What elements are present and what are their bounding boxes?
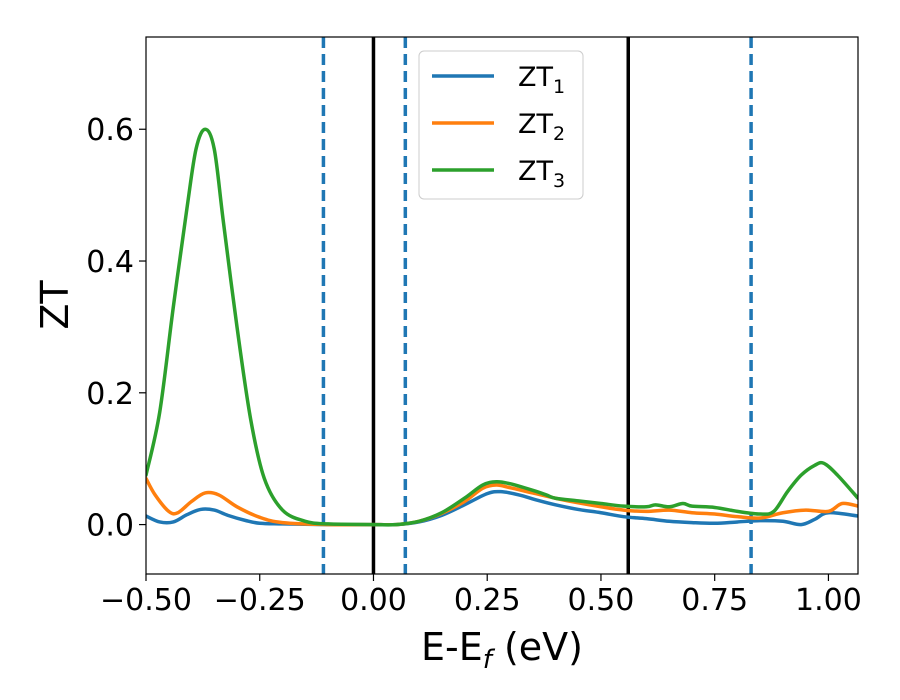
legend-label-zt3: ZT3 bbox=[518, 156, 565, 192]
x-axis-label: E-Ef (eV) bbox=[421, 625, 583, 675]
x-tick-label-0: −0.50 bbox=[100, 583, 192, 618]
legend-label-zt1: ZT1 bbox=[518, 62, 565, 98]
y-tick-label-3: 0.6 bbox=[86, 113, 134, 148]
y-tick-label-0: 0.0 bbox=[86, 509, 134, 544]
y-axis-ticks: 0.0 0.2 0.4 0.6 bbox=[86, 113, 146, 544]
series-line-zt2 bbox=[146, 476, 858, 527]
series-line-zt3 bbox=[146, 127, 858, 527]
legend: ZT1 ZT2 ZT3 bbox=[418, 50, 584, 200]
x-tick-label-3: 0.25 bbox=[454, 583, 521, 618]
x-axis-ticks: −0.50 −0.25 0.00 0.25 0.50 0.75 1.00 bbox=[100, 574, 862, 618]
reference-lines bbox=[321, 37, 753, 574]
y-tick-label-2: 0.4 bbox=[86, 245, 134, 280]
series-line-zt1 bbox=[146, 489, 858, 527]
legend-label-zt2: ZT2 bbox=[518, 109, 565, 145]
x-tick-label-5: 0.75 bbox=[681, 583, 748, 618]
legend-entries: ZT1 ZT2 ZT3 bbox=[432, 62, 565, 192]
x-axis-label-suffix: (eV) bbox=[492, 625, 583, 669]
y-tick-label-1: 0.2 bbox=[86, 377, 134, 412]
plot-frame bbox=[145, 36, 859, 575]
series-layer bbox=[146, 127, 858, 527]
x-axis-label-main: E-E bbox=[421, 625, 483, 669]
x-tick-label-4: 0.50 bbox=[568, 583, 635, 618]
legend-box bbox=[418, 50, 584, 200]
x-tick-label-1: −0.25 bbox=[214, 583, 306, 618]
x-tick-label-6: 1.00 bbox=[795, 583, 862, 618]
y-axis-label: ZT bbox=[33, 280, 77, 330]
x-tick-label-2: 0.00 bbox=[340, 583, 407, 618]
